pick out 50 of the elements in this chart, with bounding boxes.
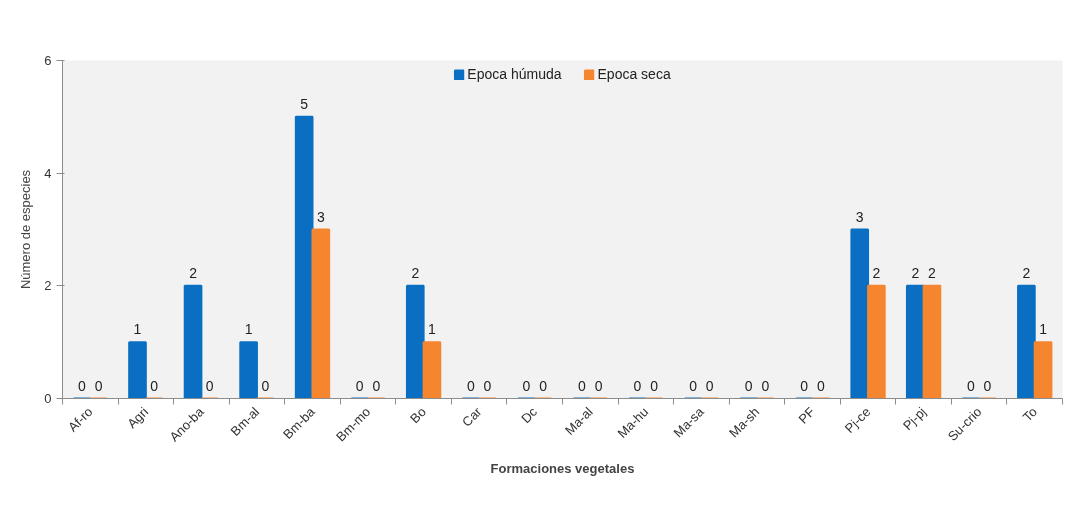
y-axis-title: Número de especies bbox=[18, 169, 34, 290]
legend-label: Epoca seca bbox=[597, 66, 671, 82]
data-label: 0 bbox=[966, 377, 975, 394]
data-label: 0 bbox=[205, 377, 214, 394]
data-label: 3 bbox=[316, 208, 325, 225]
data-label: 2 bbox=[928, 264, 937, 281]
data-label: 0 bbox=[594, 377, 603, 394]
y-tick-label: 4 bbox=[44, 165, 52, 181]
data-label: 3 bbox=[855, 208, 864, 225]
y-tick-label: 2 bbox=[44, 278, 52, 294]
data-label: 1 bbox=[133, 321, 142, 338]
x-tick-label: Agri bbox=[124, 404, 152, 432]
data-label: 2 bbox=[872, 264, 881, 281]
y-tick-label: 0 bbox=[44, 391, 52, 406]
data-label: 0 bbox=[522, 377, 531, 394]
data-label: 0 bbox=[578, 377, 587, 394]
data-label: 2 bbox=[411, 264, 420, 281]
data-label: 0 bbox=[372, 377, 381, 394]
y-tick-label: 6 bbox=[44, 53, 52, 68]
data-label: 0 bbox=[466, 377, 475, 394]
data-label: 0 bbox=[705, 377, 714, 394]
x-tick-label: PF bbox=[795, 404, 818, 427]
data-label: 0 bbox=[78, 377, 87, 394]
data-label: 0 bbox=[761, 377, 770, 394]
data-label: 0 bbox=[150, 377, 159, 394]
data-label: 1 bbox=[244, 321, 253, 338]
data-label: 2 bbox=[1022, 264, 1031, 281]
data-label: 0 bbox=[816, 377, 825, 394]
legend-label: Epoca húmuda bbox=[467, 66, 562, 82]
data-label: 0 bbox=[650, 377, 659, 394]
x-tick-label: Dc bbox=[518, 403, 541, 427]
x-axis-title: Formaciones vegetales bbox=[490, 460, 635, 476]
data-label: 0 bbox=[689, 377, 698, 394]
data-label: 0 bbox=[261, 377, 270, 394]
data-label: 0 bbox=[483, 377, 492, 394]
data-label: 0 bbox=[539, 377, 548, 394]
x-tick-label: Car bbox=[459, 403, 485, 430]
data-label: 0 bbox=[94, 377, 103, 394]
data-label: 0 bbox=[983, 377, 992, 394]
data-label: 0 bbox=[633, 377, 642, 394]
data-label: 2 bbox=[189, 264, 198, 281]
data-label: 1 bbox=[428, 321, 437, 338]
data-label: 0 bbox=[744, 377, 753, 394]
x-tick-label: Bo bbox=[407, 404, 429, 427]
data-label: 0 bbox=[800, 377, 809, 394]
data-label: 0 bbox=[355, 377, 364, 394]
data-label: 2 bbox=[911, 264, 920, 281]
x-tick-label: To bbox=[1019, 404, 1041, 425]
data-label: 5 bbox=[300, 95, 309, 112]
data-label: 1 bbox=[1039, 321, 1048, 338]
